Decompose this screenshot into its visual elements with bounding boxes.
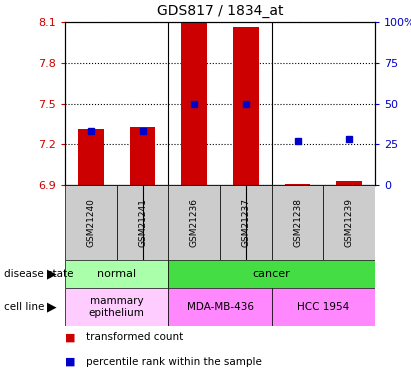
Bar xyxy=(78,129,104,185)
Text: GSM21240: GSM21240 xyxy=(86,198,95,247)
Text: GSM21238: GSM21238 xyxy=(293,198,302,247)
Text: disease state: disease state xyxy=(4,269,74,279)
Text: percentile rank within the sample: percentile rank within the sample xyxy=(85,357,261,367)
Text: cancer: cancer xyxy=(253,269,291,279)
Bar xyxy=(65,288,169,326)
Text: HCC 1954: HCC 1954 xyxy=(297,302,349,312)
Text: GSM21241: GSM21241 xyxy=(138,198,147,247)
Text: ■: ■ xyxy=(65,332,76,342)
Text: ▶: ▶ xyxy=(47,300,57,313)
Bar xyxy=(284,184,310,185)
Bar xyxy=(233,27,259,185)
Bar xyxy=(169,288,272,326)
Bar xyxy=(272,185,323,260)
Text: normal: normal xyxy=(97,269,136,279)
Text: GSM21239: GSM21239 xyxy=(345,198,354,247)
Text: cell line: cell line xyxy=(4,302,44,312)
Text: mammary
epithelium: mammary epithelium xyxy=(89,296,145,318)
Bar xyxy=(169,185,220,260)
Bar xyxy=(169,260,375,288)
Bar xyxy=(220,185,272,260)
Bar xyxy=(65,185,117,260)
Text: GSM21237: GSM21237 xyxy=(241,198,250,247)
Bar xyxy=(336,181,362,185)
Bar xyxy=(129,127,155,185)
Bar xyxy=(117,185,169,260)
Bar xyxy=(272,288,375,326)
Bar xyxy=(65,260,169,288)
Text: transformed count: transformed count xyxy=(85,332,183,342)
Text: ■: ■ xyxy=(65,357,76,367)
Bar xyxy=(181,23,207,185)
Title: GDS817 / 1834_at: GDS817 / 1834_at xyxy=(157,4,283,18)
Text: GSM21236: GSM21236 xyxy=(189,198,199,247)
Text: ▶: ▶ xyxy=(47,267,57,280)
Bar xyxy=(323,185,375,260)
Text: MDA-MB-436: MDA-MB-436 xyxy=(187,302,254,312)
